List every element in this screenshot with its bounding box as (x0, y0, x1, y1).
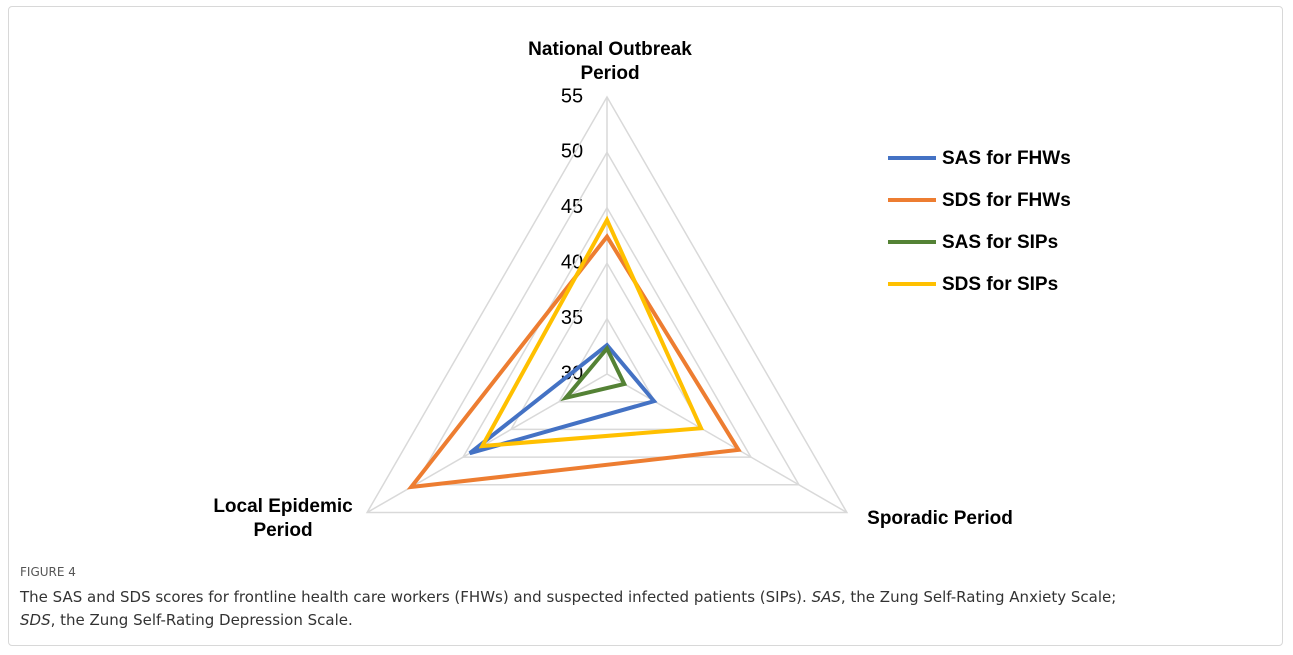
r-tick-label: 55 (561, 85, 583, 107)
series-line (468, 342, 658, 456)
r-tick-label: 45 (561, 196, 583, 218)
figure-caption: The SAS and SDS scores for frontline hea… (20, 586, 1270, 632)
figure-frame (8, 6, 1283, 646)
caption-text: , the Zung Self-Rating Depression Scale. (50, 611, 353, 629)
category-label: Sporadic Period (867, 508, 1013, 529)
axis-line (606, 373, 848, 514)
caption-abbr: SDS (20, 611, 51, 629)
grid-line (509, 261, 705, 431)
figure-label: FIGURE 4 (20, 565, 76, 579)
legend-label: SAS for FHWs (942, 148, 1071, 169)
r-tick-label: 50 (561, 141, 583, 163)
series-line (478, 215, 705, 449)
legend-label: SDS for FHWs (942, 190, 1071, 211)
series-line (560, 344, 628, 402)
grid-line (365, 95, 849, 514)
legend-label: SAS for SIPs (942, 232, 1058, 253)
category-label: National Outbreak Period (528, 39, 692, 84)
caption-text: The SAS and SDS scores for frontline hea… (20, 588, 812, 606)
series-line (406, 233, 742, 490)
r-tick-label: 35 (561, 307, 583, 329)
grid-line (557, 317, 657, 403)
legend-label: SDS for SIPs (942, 274, 1058, 295)
grid-line (413, 150, 801, 486)
grid-line (461, 206, 753, 458)
category-label: Local Epidemic Period (213, 496, 353, 541)
r-tick-label: 40 (561, 251, 583, 273)
caption-text: , the Zung Self-Rating Anxiety Scale; (840, 588, 1117, 606)
caption-abbr: SAS (811, 588, 841, 606)
